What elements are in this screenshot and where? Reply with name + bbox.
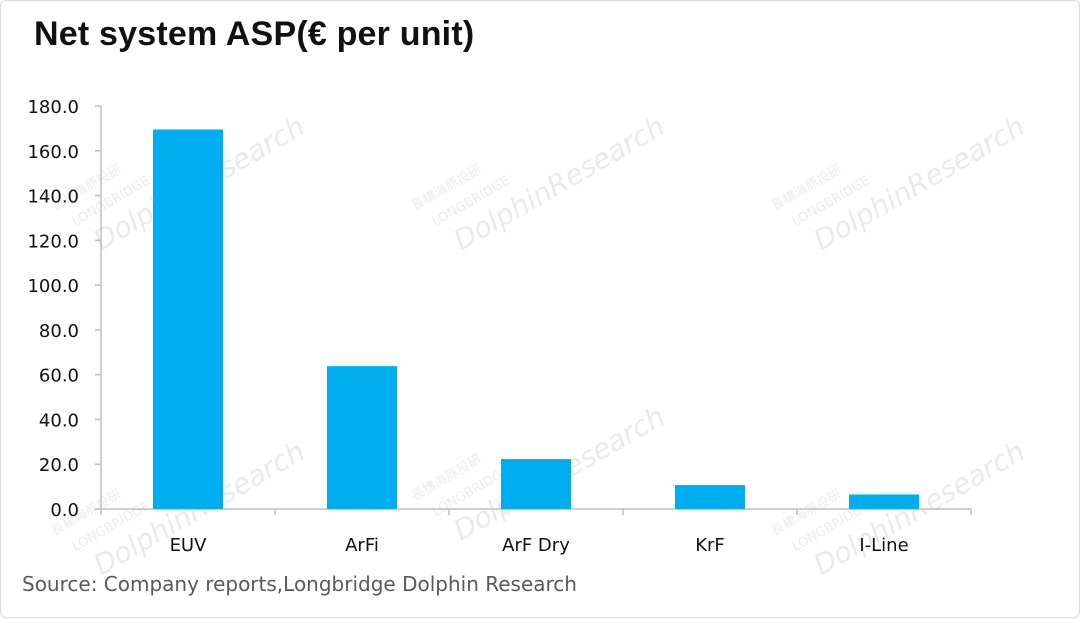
y-tick-label: 40.0 [39, 410, 79, 431]
watermark-brand-text: DolphinResearch [808, 110, 1030, 257]
y-tick-label: 80.0 [39, 321, 79, 342]
bar-arfi [327, 366, 397, 509]
bar-krf [675, 485, 745, 509]
bars [153, 129, 919, 509]
y-tick-label: 20.0 [39, 455, 79, 476]
source-note: Source: Company reports,Longbridge Dolph… [22, 572, 577, 596]
y-axis-ticks: 0.0 20.0 40.0 60.0 80.0 100.0 120.0 140.0 160.0 1… [27, 97, 79, 521]
x-axis-labels: EUV ArFi ArF Dry KrF I-Line [170, 535, 909, 556]
bar-euv [153, 129, 223, 509]
bar-i-line [849, 494, 919, 509]
y-tick-label: 160.0 [27, 142, 79, 163]
x-category-label: I-Line [859, 535, 908, 556]
y-tick-label: 180.0 [27, 97, 79, 118]
x-category-label: KrF [695, 535, 725, 556]
y-tick-label: 120.0 [27, 231, 79, 252]
bar-arf-dry [501, 459, 571, 509]
y-tick-label: 140.0 [27, 187, 79, 208]
x-category-label: ArFi [345, 535, 379, 556]
y-tick-label: 100.0 [27, 276, 79, 297]
y-tick-label: 60.0 [39, 366, 79, 387]
x-category-label: EUV [170, 535, 208, 556]
x-category-label: ArF Dry [502, 535, 570, 556]
chart-title: Net system ASP(€ per unit) [34, 15, 475, 53]
watermark-brand-text: DolphinResearch [448, 110, 670, 257]
y-tick-label: 0.0 [50, 500, 79, 521]
